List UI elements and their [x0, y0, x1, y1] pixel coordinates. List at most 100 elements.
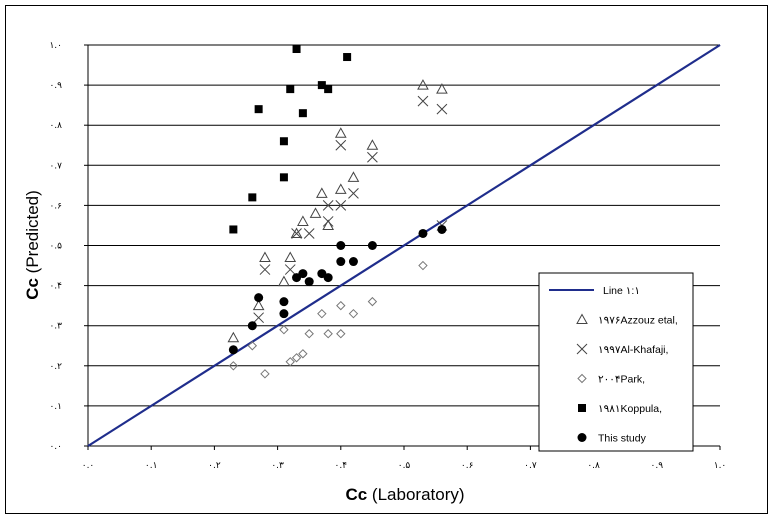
x-point — [259, 264, 271, 275]
triangle-point — [309, 207, 322, 218]
diamond-point — [418, 260, 428, 271]
legend-label: Line ۱:۱ — [603, 285, 640, 297]
diamond-point — [348, 308, 359, 319]
circle-point — [254, 293, 264, 303]
diamond-point — [323, 329, 333, 339]
circle-point — [348, 257, 358, 267]
chart-frame — [5, 5, 768, 514]
circle-point — [279, 297, 289, 307]
square-point — [279, 173, 288, 182]
y-tick-label: ۰.۶ — [49, 201, 62, 211]
line-1-1 — [87, 44, 721, 447]
x-tick-label: ۰.۸ — [587, 461, 600, 471]
triangle-point — [252, 299, 265, 311]
x-point — [303, 228, 315, 239]
diamond-point — [228, 361, 239, 371]
circle-point — [367, 241, 377, 250]
x-tick-label: ۰.۱ — [145, 461, 158, 471]
x-tick-label: ۰.۰ — [82, 461, 95, 471]
circle-point — [228, 345, 238, 355]
circle-point — [323, 273, 333, 283]
diamond-point — [336, 300, 346, 311]
y-axis-title: Cc (Predicted) — [23, 190, 42, 300]
circle-point — [247, 321, 257, 331]
square-point — [229, 225, 238, 234]
x-point — [367, 151, 378, 163]
y-tick-label: ۰.۹ — [49, 81, 62, 91]
triangle-point — [290, 227, 303, 238]
square-point — [292, 45, 301, 54]
triangle-point — [297, 215, 309, 226]
x-tick-label: ۰.۵ — [398, 461, 411, 471]
circle-point — [298, 269, 308, 279]
triangle-point — [322, 219, 335, 230]
x-tick-label: ۰.۶ — [461, 461, 474, 471]
circle-point — [437, 224, 447, 234]
legend-label: ۱۹۷۶Azzouz etal, — [598, 315, 678, 327]
diamond-point — [298, 349, 308, 359]
triangle-point — [259, 251, 271, 263]
triangle-point — [227, 331, 240, 343]
legend-box — [538, 272, 694, 452]
x-point — [436, 103, 448, 115]
diamond-point — [304, 329, 314, 339]
triangle-point — [334, 127, 347, 138]
x-point — [417, 95, 429, 107]
triangle-point — [417, 79, 429, 90]
circle-point — [336, 241, 346, 250]
y-tick-label: ۰.۱ — [49, 402, 62, 412]
legend-x-swatch — [576, 343, 588, 355]
x-point — [348, 188, 359, 199]
triangle-point — [347, 171, 360, 182]
square-point — [343, 53, 352, 62]
diamond-point — [367, 296, 378, 307]
circle-point — [336, 257, 346, 267]
circle-point — [279, 309, 289, 319]
legend-square-swatch — [578, 404, 586, 412]
line-1-1-stroke — [87, 44, 721, 447]
legend-label: ۱۹۹۷Al-Khafaji, — [598, 344, 668, 356]
y-tick-label: ۰.۳ — [49, 322, 62, 332]
x-tick-label: ۰.۲ — [208, 461, 221, 471]
x-point — [253, 312, 264, 324]
x-point — [322, 200, 334, 211]
x-tick-labels: ۰.۰ ۰.۱ ۰.۲ ۰.۳ ۰.۴ ۰.۵ ۰.۶ ۰.۷ ۰.۸ ۰.۹ ۱.۰ — [82, 461, 727, 471]
triangle-point — [334, 183, 347, 194]
diamond-point — [317, 308, 327, 319]
diamond-point — [247, 341, 258, 351]
legend-circle-swatch — [577, 433, 587, 442]
diamond-point — [285, 357, 295, 367]
square-point — [298, 109, 307, 118]
x-tick-label: ۰.۳ — [271, 461, 284, 471]
diamond-point — [336, 329, 346, 339]
square-point — [279, 137, 288, 146]
y-tick-label: ۰.۴ — [49, 282, 62, 292]
triangle-point — [366, 139, 379, 150]
square-point — [324, 85, 333, 94]
y-tick-label: ۰.۲ — [49, 362, 62, 372]
x-axis-title: Cc (Laboratory) — [345, 485, 464, 504]
y-tick-labels: ۰.۰ ۰.۱ ۰.۲ ۰.۳ ۰.۴ ۰.۵ ۰.۶ ۰.۷ ۰.۸ ۰.۹ ۱.۰ — [49, 41, 62, 452]
square-point — [286, 85, 295, 94]
x-point — [284, 264, 296, 275]
triangle-point — [278, 275, 290, 287]
y-tick-label: ۰.۷ — [49, 161, 62, 171]
triangle-point — [436, 83, 448, 94]
square-point — [254, 105, 263, 114]
x-point — [335, 139, 347, 151]
legend-triangle-swatch — [576, 313, 588, 324]
x-tick-label: ۱.۰ — [714, 461, 727, 471]
legend: Line ۱:۱ ۱۹۷۶Azzouz etal, ۱۹۹۷Al-Khafaji, ۲… — [538, 272, 694, 452]
diamond-point — [260, 369, 270, 379]
diamond-point — [279, 325, 289, 335]
legend-label: ۱۹۸۱Koppula, — [598, 403, 662, 415]
data-points — [227, 45, 448, 379]
legend-label: ۲۰۰۴Park, — [598, 374, 645, 386]
x-tick-label: ۰.۷ — [524, 461, 537, 471]
x-point — [291, 228, 302, 239]
y-tick-label: ۰.۰ — [49, 442, 62, 452]
triangle-point — [284, 251, 297, 263]
square-point — [248, 193, 257, 202]
y-tick-label: ۱.۰ — [49, 41, 62, 51]
